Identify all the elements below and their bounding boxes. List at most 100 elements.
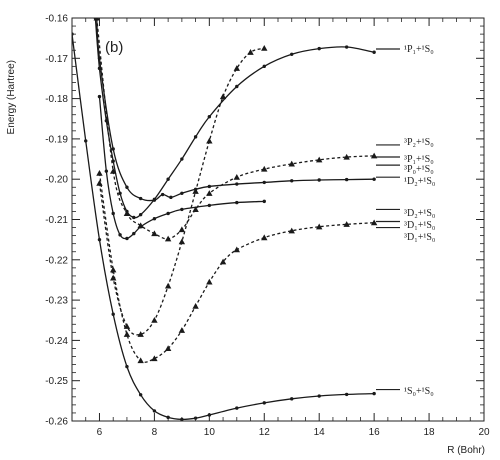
series-2-point xyxy=(290,179,294,183)
y-tick-label: -0.24 xyxy=(45,336,68,347)
series-1-point xyxy=(166,177,170,181)
series-6-point xyxy=(233,173,240,180)
x-tick-label: 16 xyxy=(369,427,381,438)
series-5-point xyxy=(151,317,158,323)
series-6-point xyxy=(261,165,268,172)
series-7-point xyxy=(219,258,227,265)
series-6-point xyxy=(137,222,144,229)
series-3-point xyxy=(132,231,136,236)
series-6-point xyxy=(123,210,131,217)
y-axis-label: Energy (Hartree) xyxy=(6,60,17,134)
series-6-point xyxy=(178,226,186,233)
series-7-point xyxy=(123,331,131,337)
x-tick-label: 14 xyxy=(314,427,326,438)
asymptote-label: ³P₁+¹S₀ xyxy=(404,154,434,165)
x-axis-label: R (Bohr) xyxy=(447,445,485,456)
series-2-point xyxy=(169,195,173,200)
series-6-point xyxy=(316,156,323,163)
series-2-point xyxy=(160,192,165,197)
series-1-point xyxy=(193,135,198,139)
series-2-point xyxy=(317,178,321,182)
series-3-point xyxy=(235,200,239,205)
series-1-point xyxy=(138,212,143,217)
panel-label: (b) xyxy=(105,39,123,56)
series-1-point xyxy=(132,215,136,220)
series-2-point xyxy=(152,198,157,202)
series-4-point xyxy=(125,364,129,369)
series-line-1 xyxy=(94,18,375,219)
x-tick-label: 6 xyxy=(97,427,103,438)
series-2-point xyxy=(207,184,212,189)
y-tick-label: -0.21 xyxy=(45,215,68,226)
y-tick-label: -0.18 xyxy=(45,94,68,105)
x-tick-label: 20 xyxy=(478,427,490,438)
series-6-point xyxy=(288,160,295,167)
series-line-4 xyxy=(72,34,375,421)
y-tick-label: -0.25 xyxy=(45,376,68,387)
y-tick-label: -0.26 xyxy=(45,417,68,428)
series-1-point xyxy=(180,157,184,161)
series-2-point xyxy=(125,185,129,189)
series-4-point xyxy=(372,391,376,396)
series-7-point xyxy=(192,302,199,309)
series-1-point xyxy=(290,52,294,56)
series-7-point xyxy=(370,219,378,226)
x-tick-label: 12 xyxy=(259,427,271,438)
series-7-point xyxy=(96,169,103,176)
series-2-point xyxy=(372,177,376,181)
series-3-point xyxy=(152,216,157,221)
series-1-point xyxy=(118,191,122,196)
series-6-point xyxy=(151,230,158,237)
series-7-point xyxy=(233,246,240,253)
y-tick-label: -0.19 xyxy=(45,134,68,145)
series-7-point xyxy=(261,234,268,241)
asymptote-label: ³P₀+¹S₀ xyxy=(404,164,434,175)
series-4-point xyxy=(152,409,157,413)
series-4-point xyxy=(290,397,294,401)
series-5-point xyxy=(137,331,144,337)
series-3-point xyxy=(125,236,129,241)
series-4-point xyxy=(97,237,102,242)
series-7-point xyxy=(288,227,295,234)
series-6-point xyxy=(370,152,378,159)
series-line-2 xyxy=(96,18,375,202)
series-line-3 xyxy=(98,96,265,240)
series-4-point xyxy=(84,139,88,143)
x-tick-label: 10 xyxy=(204,427,216,438)
x-tick-label: 8 xyxy=(152,427,158,438)
series-6-point xyxy=(343,153,350,160)
series-3-point xyxy=(118,233,122,237)
series-6-point xyxy=(192,206,199,212)
series-7-point xyxy=(178,327,186,333)
series-2-point xyxy=(235,182,239,186)
y-tick-label: -0.23 xyxy=(45,296,68,307)
series-1-point xyxy=(104,119,109,123)
series-line-5 xyxy=(98,47,265,336)
series-6-point xyxy=(110,167,117,174)
series-6-point xyxy=(93,18,100,21)
series-line-6 xyxy=(96,18,375,240)
series-2-point xyxy=(344,177,349,182)
series-7-point xyxy=(164,345,172,352)
series-7-point xyxy=(137,357,144,364)
y-tick-label: -0.22 xyxy=(45,255,68,266)
series-line-7 xyxy=(98,173,375,363)
series-2-point xyxy=(180,191,184,196)
asymptote-label: ¹S₀+¹S₀ xyxy=(404,386,434,397)
asymptote-label: ³D₁+¹S₀ xyxy=(404,232,436,243)
series-3-point xyxy=(180,207,184,212)
x-tick-label: 18 xyxy=(424,427,436,438)
asymptote-label: ¹D₂+¹S₀ xyxy=(404,176,436,187)
asymptote-label: ³D₂+¹S₀ xyxy=(404,208,436,219)
series-5-point xyxy=(233,65,240,71)
series-5-point xyxy=(247,49,254,55)
series-3-point xyxy=(207,203,212,208)
series-layer xyxy=(72,18,378,421)
asymptote-label: ¹P₁+¹S₀ xyxy=(404,44,434,55)
series-1-point xyxy=(372,50,376,54)
series-1-point xyxy=(317,46,321,51)
series-7-point xyxy=(110,266,117,273)
series-5-point xyxy=(219,93,227,100)
series-2-point xyxy=(111,147,115,151)
y-tick-label: -0.17 xyxy=(45,54,68,65)
